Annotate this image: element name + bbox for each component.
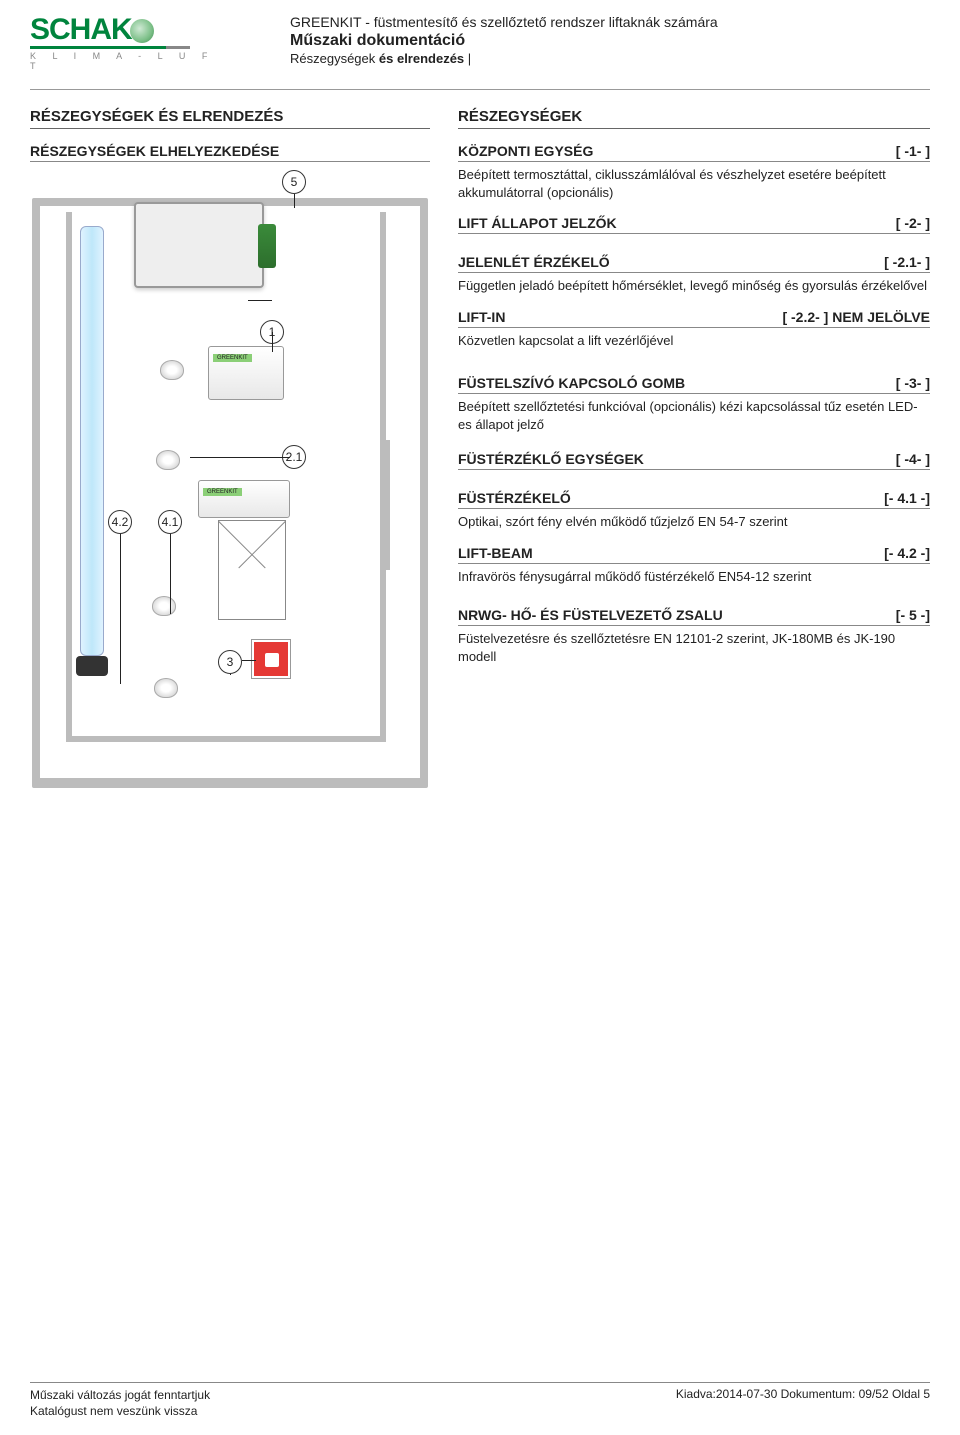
callout-3: 3	[218, 650, 242, 674]
footer-left: Műszaki változás jogát fenntartjuk Katal…	[30, 1387, 210, 1419]
row-s4-code: [ -4- ]	[896, 451, 930, 467]
lift-cabin-icon	[218, 520, 286, 620]
module-tag2: GREENKIT	[203, 488, 242, 496]
row-s5: NRWG- HŐ- ÉS FÜSTELVEZETŐ ZSALU [- 5 -]	[458, 607, 930, 626]
left-subtitle-row: RÉSZEGYSÉGEK ELHELYEZKEDÉSE	[30, 143, 430, 162]
layout-diagram: GREENKIT GREENKIT 5 1 2.1 4.1 4.2 3	[30, 170, 430, 790]
right-column: RÉSZEGYSÉGEK KÖZPONTI EGYSÉG [ -1- ] Beé…	[458, 108, 930, 790]
header-product: GREENKIT - füstmentesítő és szellőztető …	[290, 14, 930, 30]
logo: SCHAK K L I M A - L U F T	[30, 10, 220, 71]
row-s22-label: LIFT-IN	[458, 309, 505, 325]
body-s1: Beépített termosztáttal, ciklusszámlálóv…	[458, 166, 930, 201]
header-subtitle: Részegységek és elrendezés |	[290, 51, 930, 66]
footer-right: Kiadva:2014-07-30 Dokumentum: 09/52 Olda…	[676, 1387, 930, 1419]
row-s2-code: [ -2- ]	[896, 215, 930, 231]
row-s2-label: LIFT ÁLLAPOT JELZŐK	[458, 215, 617, 231]
logo-subtitle: K L I M A - L U F T	[30, 51, 220, 71]
row-s41-code: [- 4.1 -]	[884, 490, 930, 506]
body-s42: Infravörös fénysugárral működő füstérzék…	[458, 568, 930, 586]
logo-bar	[30, 46, 190, 49]
leader	[272, 332, 273, 352]
callout-4-1: 4.1	[158, 510, 182, 534]
logo-swirl-icon	[130, 19, 154, 43]
row-s41: FÜSTÉRZÉKELŐ [- 4.1 -]	[458, 490, 930, 509]
vent-pipe	[80, 226, 104, 656]
central-unit-icon	[134, 202, 264, 288]
row-s1-code: [ -1- ]	[896, 143, 930, 159]
header-subtitle-prefix: Részegységek	[290, 51, 379, 66]
footer-l1: Műszaki változás jogát fenntartjuk	[30, 1387, 210, 1403]
body-s21: Független jeladó beépített hőmérséklet, …	[458, 277, 930, 295]
row-s22-code: [ -2.2- ] NEM JELÖLVE	[782, 309, 930, 325]
left-subtitle: RÉSZEGYSÉGEK ELHELYEZKEDÉSE	[30, 143, 279, 159]
row-s42-label: LIFT-BEAM	[458, 545, 533, 561]
left-section-title: RÉSZEGYSÉGEK ÉS ELRENDEZÉS	[30, 108, 430, 129]
right-section-title: RÉSZEGYSÉGEK	[458, 108, 930, 129]
smoke-sensor-icon	[152, 596, 176, 616]
row-s4: FÜSTÉRZÉKLŐ EGYSÉGEK [ -4- ]	[458, 451, 930, 470]
callout-5: 5	[282, 170, 306, 194]
leader	[190, 457, 290, 458]
header-subtitle-sep: |	[464, 51, 471, 66]
control-module-icon: GREENKIT	[208, 346, 284, 400]
page-header: SCHAK K L I M A - L U F T GREENKIT - füs…	[0, 0, 960, 83]
left-column: RÉSZEGYSÉGEK ÉS ELRENDEZÉS RÉSZEGYSÉGEK …	[30, 108, 430, 790]
body-s22: Közvetlen kapcsolat a lift vezérlőjével	[458, 332, 930, 350]
header-text: GREENKIT - füstmentesítő és szellőztető …	[220, 10, 930, 66]
row-s41-label: FÜSTÉRZÉKELŐ	[458, 490, 571, 506]
row-s42-code: [- 4.2 -]	[884, 545, 930, 561]
row-s42: LIFT-BEAM [- 4.2 -]	[458, 545, 930, 564]
row-s1-label: KÖZPONTI EGYSÉG	[458, 143, 593, 159]
row-s3-code: [ -3- ]	[896, 375, 930, 391]
content: RÉSZEGYSÉGEK ÉS ELRENDEZÉS RÉSZEGYSÉGEK …	[0, 90, 960, 790]
fire-alarm-icon	[252, 640, 290, 678]
row-s5-code: [- 5 -]	[896, 607, 930, 623]
row-s5-label: NRWG- HŐ- ÉS FÜSTELVEZETŐ ZSALU	[458, 607, 723, 623]
leader	[242, 660, 256, 661]
body-s3: Beépített szellőztetési funkcióval (opci…	[458, 398, 930, 433]
row-s22: LIFT-IN [ -2.2- ] NEM JELÖLVE	[458, 309, 930, 328]
body-s41: Optikai, szórt fény elvén működő tűzjelz…	[458, 513, 930, 531]
smoke-sensor-icon	[156, 450, 180, 470]
row-s3: FÜSTELSZÍVÓ KAPCSOLÓ GOMB [ -3- ]	[458, 375, 930, 394]
control-module2-icon: GREENKIT	[198, 480, 290, 518]
module-tag: GREENKIT	[213, 354, 252, 362]
row-s21-label: JELENLÉT ÉRZÉKELŐ	[458, 254, 610, 270]
header-subtitle-bold: és elrendezés	[379, 51, 464, 66]
page-footer: Műszaki változás jogát fenntartjuk Katal…	[30, 1382, 930, 1419]
leader	[120, 534, 121, 684]
row-s3-label: FÜSTELSZÍVÓ KAPCSOLÓ GOMB	[458, 375, 685, 391]
row-s2: LIFT ÁLLAPOT JELZŐK [ -2- ]	[458, 215, 930, 234]
logo-main: SCHAK	[30, 16, 220, 43]
row-s21: JELENLÉT ÉRZÉKELŐ [ -2.1- ]	[458, 254, 930, 273]
leader	[248, 300, 272, 301]
smoke-sensor-icon	[154, 678, 178, 698]
callout-4-2: 4.2	[108, 510, 132, 534]
smoke-sensor-icon	[160, 360, 184, 380]
footer-l2: Katalógust nem veszünk vissza	[30, 1403, 210, 1419]
leader	[230, 674, 231, 675]
row-s1: KÖZPONTI EGYSÉG [ -1- ]	[458, 143, 930, 162]
row-s4-label: FÜSTÉRZÉKLŐ EGYSÉGEK	[458, 451, 644, 467]
header-title: Műszaki dokumentáció	[290, 32, 930, 50]
leader	[170, 534, 171, 614]
body-s5: Füstelvezetésre és szellőztetésre EN 121…	[458, 630, 930, 665]
door-opening	[384, 440, 418, 570]
vent-cap	[76, 656, 108, 676]
leader	[294, 194, 295, 208]
row-s21-code: [ -2.1- ]	[884, 254, 930, 270]
